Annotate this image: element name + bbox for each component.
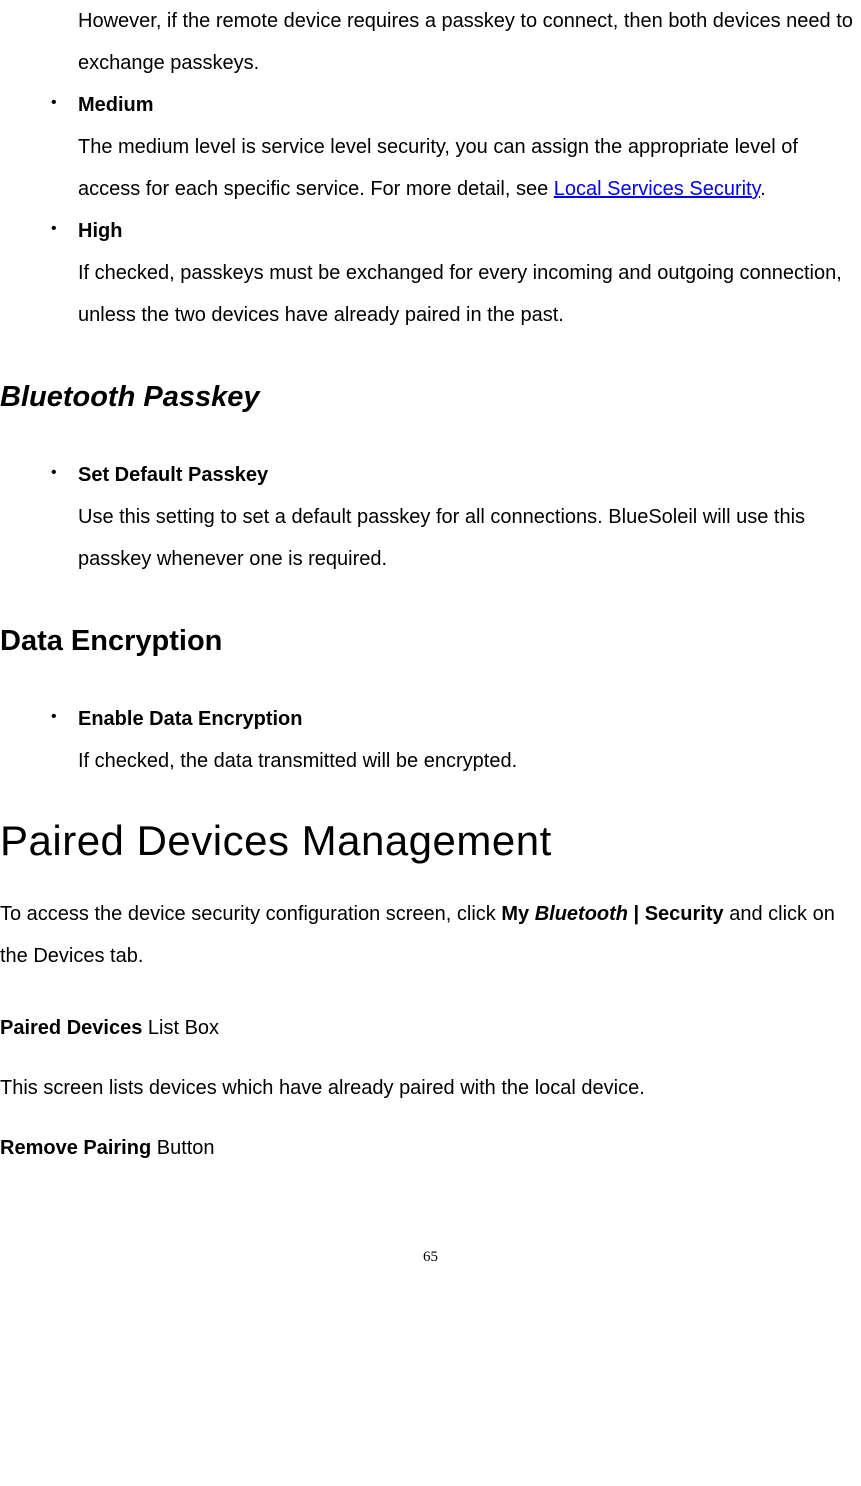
enable-data-encryption-text: If checked, the data transmitted will be… [78,750,517,772]
pd-listbox-bold: Paired Devices [0,1017,142,1039]
medium-item: Medium The medium level is service level… [38,84,861,210]
paired-devices-intro: To access the device security configurat… [0,893,861,977]
paired-devices-listbox-text: This screen lists devices which have alr… [0,1067,861,1109]
local-services-security-link[interactable]: Local Services Security [554,178,760,200]
pd-intro-bluetooth: Bluetooth [535,903,628,925]
enable-data-encryption-label: Enable Data Encryption [78,708,303,730]
remove-pairing-bold: Remove Pairing [0,1137,151,1159]
bluetooth-passkey-heading: Bluetooth Passkey [0,381,861,414]
pd-intro-bar: | Security [628,903,724,925]
high-label: High [78,220,122,242]
paired-devices-listbox-label: Paired Devices List Box [0,1007,861,1049]
high-text: If checked, passkeys must be exchanged f… [78,262,842,326]
set-default-passkey-text: Use this setting to set a default passke… [78,506,805,570]
pd-intro-prefix: To access the device security configurat… [0,903,501,925]
enable-data-encryption-item: Enable Data Encryption If checked, the d… [38,698,861,782]
pd-intro-my: My [501,903,534,925]
data-encryption-heading: Data Encryption [0,625,861,658]
set-default-passkey-label: Set Default Passkey [78,464,268,486]
medium-text-after: . [760,178,766,200]
pd-listbox-suffix: List Box [142,1017,219,1039]
set-default-passkey-item: Set Default Passkey Use this setting to … [38,454,861,580]
remove-pairing-label: Remove Pairing Button [0,1127,861,1169]
medium-label: Medium [78,94,154,116]
paired-devices-management-heading: Paired Devices Management [0,817,861,865]
high-item: High If checked, passkeys must be exchan… [38,210,861,336]
low-continuation-content: However, if the remote device requires a… [78,10,853,74]
page-number: 65 [0,1249,861,1266]
remove-pairing-suffix: Button [151,1137,214,1159]
low-continuation-text: However, if the remote device requires a… [38,0,861,84]
